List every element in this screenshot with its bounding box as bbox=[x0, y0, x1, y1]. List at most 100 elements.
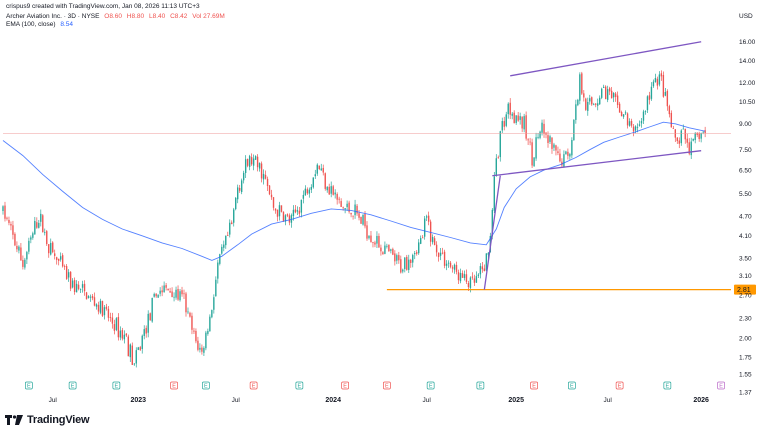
earnings-marker[interactable]: E bbox=[249, 381, 258, 390]
candle-body bbox=[593, 104, 595, 106]
candle-body bbox=[199, 347, 201, 350]
earnings-marker-box bbox=[202, 381, 210, 390]
earnings-marker[interactable]: E bbox=[383, 381, 391, 390]
candle-body bbox=[250, 157, 253, 165]
candle bbox=[690, 137, 692, 160]
candle bbox=[471, 272, 474, 280]
channel-upper-line bbox=[510, 41, 702, 77]
candle-body bbox=[690, 141, 692, 156]
candle-body bbox=[601, 88, 603, 98]
candle bbox=[418, 239, 420, 255]
candle bbox=[44, 228, 46, 236]
candle-body bbox=[137, 347, 139, 350]
candle bbox=[227, 231, 229, 236]
candle-body bbox=[71, 280, 74, 288]
candle bbox=[233, 207, 235, 227]
candle-body bbox=[622, 114, 625, 117]
candle-body bbox=[22, 260, 24, 267]
earnings-marker[interactable]: E bbox=[615, 381, 624, 390]
candle-body bbox=[14, 233, 16, 246]
candle bbox=[300, 199, 303, 218]
candle-body bbox=[153, 293, 155, 297]
candle-body bbox=[589, 98, 591, 102]
tradingview-logo[interactable]: TradingView bbox=[5, 414, 90, 426]
earnings-marker[interactable]: E bbox=[202, 381, 210, 390]
candle bbox=[396, 253, 398, 265]
earnings-marker[interactable]: E bbox=[295, 381, 304, 390]
candle-body bbox=[477, 274, 480, 276]
candle bbox=[678, 137, 680, 149]
ema-label[interactable]: EMA (100, close) bbox=[6, 21, 56, 28]
candle-body bbox=[155, 293, 157, 297]
earnings-marker[interactable]: E bbox=[426, 381, 435, 390]
candle-body bbox=[294, 209, 297, 213]
earnings-marker-box bbox=[426, 381, 435, 390]
candle bbox=[334, 189, 336, 199]
earnings-marker[interactable]: E bbox=[530, 381, 538, 390]
y-tick-label: 4.70 bbox=[739, 214, 752, 221]
candle-body bbox=[278, 205, 281, 217]
y-tick-label: 4.10 bbox=[739, 233, 752, 240]
earnings-marker[interactable]: E bbox=[663, 381, 672, 390]
candle-body bbox=[266, 178, 269, 187]
candle-body bbox=[165, 285, 167, 288]
candle bbox=[52, 241, 54, 254]
candle-body bbox=[433, 238, 436, 245]
candle bbox=[113, 319, 116, 335]
candle-body bbox=[626, 113, 629, 126]
candle-body bbox=[483, 268, 486, 272]
candle-body bbox=[378, 235, 380, 248]
earnings-marker[interactable]: E bbox=[112, 381, 121, 390]
candle-body bbox=[292, 209, 295, 216]
candle-body bbox=[38, 222, 40, 228]
symbol-name[interactable]: Archer Aviation Inc. · 3D · NYSE bbox=[6, 13, 100, 20]
candle bbox=[185, 291, 187, 317]
candle bbox=[610, 86, 613, 99]
candle-body bbox=[533, 157, 535, 166]
candle bbox=[416, 250, 418, 256]
candle bbox=[32, 231, 34, 240]
candle bbox=[65, 264, 68, 280]
candle bbox=[521, 116, 523, 133]
earnings-marker-label: E bbox=[115, 384, 119, 390]
candle-body bbox=[591, 97, 593, 105]
candle bbox=[87, 295, 90, 299]
candle bbox=[189, 311, 191, 318]
candle bbox=[638, 120, 641, 127]
candle-body bbox=[473, 278, 476, 283]
candle-body bbox=[306, 189, 309, 194]
candle-body bbox=[382, 252, 384, 255]
earnings-marker[interactable]: E bbox=[476, 381, 485, 390]
candle-body bbox=[527, 139, 529, 141]
candle-body bbox=[231, 222, 233, 225]
candle-body bbox=[342, 207, 344, 209]
candle bbox=[682, 124, 684, 130]
candle-body bbox=[40, 213, 42, 222]
candle-body bbox=[248, 156, 251, 167]
candle bbox=[694, 132, 696, 144]
candle-body bbox=[487, 252, 490, 255]
earnings-marker-box bbox=[568, 381, 576, 390]
earnings-marker[interactable]: E bbox=[25, 381, 33, 390]
earnings-marker[interactable]: E bbox=[68, 381, 77, 390]
earnings-marker[interactable]: E bbox=[170, 381, 178, 390]
candle-body bbox=[242, 172, 245, 181]
candle bbox=[630, 118, 633, 128]
candle bbox=[650, 82, 653, 101]
candle bbox=[177, 285, 179, 301]
candle bbox=[165, 282, 167, 291]
candle-body bbox=[205, 332, 207, 349]
candle bbox=[587, 97, 589, 116]
candle-body bbox=[354, 204, 356, 216]
candle bbox=[322, 164, 324, 176]
channel-lower-line bbox=[492, 150, 702, 177]
candle bbox=[302, 190, 305, 204]
candle-body bbox=[105, 306, 108, 309]
candle bbox=[16, 241, 18, 253]
earnings-marker[interactable]: E bbox=[717, 381, 725, 390]
candle bbox=[513, 110, 515, 124]
earnings-marker[interactable]: E bbox=[568, 381, 576, 390]
earnings-marker[interactable]: E bbox=[341, 381, 349, 390]
